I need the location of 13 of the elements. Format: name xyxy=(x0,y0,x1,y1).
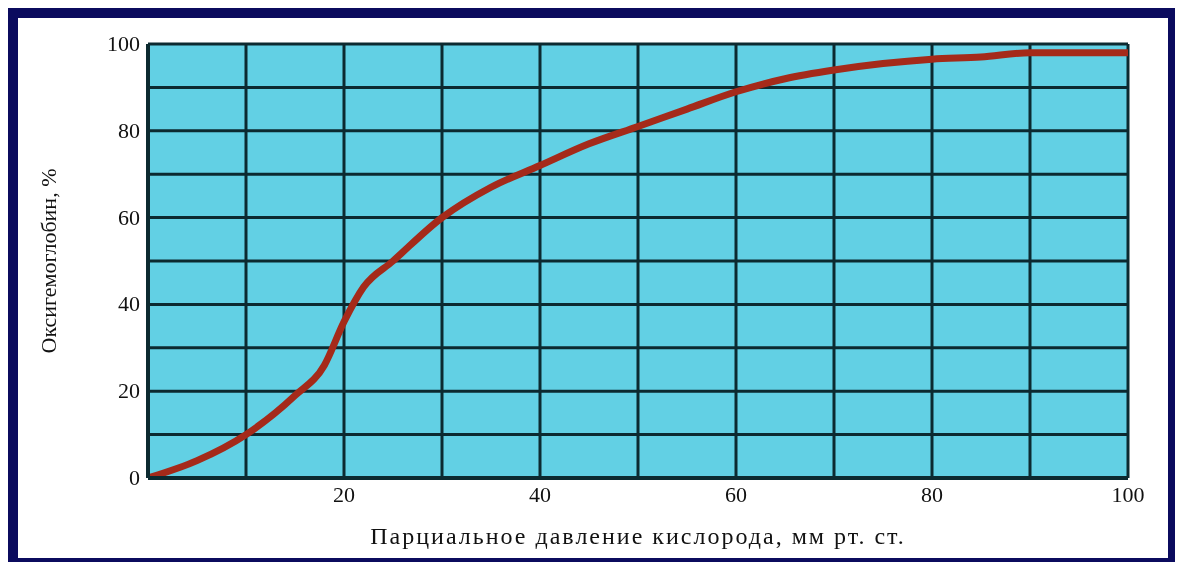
x-tick-label: 60 xyxy=(725,481,747,507)
x-tick-label: 20 xyxy=(333,481,355,507)
y-tick-label: 100 xyxy=(107,31,140,57)
x-tick-label: 40 xyxy=(529,481,551,507)
x-tick-label: 80 xyxy=(921,481,943,507)
x-tick-label: 100 xyxy=(1111,481,1145,507)
y-tick-label: 0 xyxy=(129,465,140,491)
y-tick-label: 20 xyxy=(118,378,140,405)
y-tick-label: 80 xyxy=(118,117,140,144)
y-tick-label: 60 xyxy=(118,204,140,231)
y-tick-label: 40 xyxy=(118,291,140,318)
x-axis-title: Парциальное давление кислорода, мм рт. ст. xyxy=(370,523,906,549)
y-axis-title: Оксигемоглобин, % xyxy=(35,168,61,354)
